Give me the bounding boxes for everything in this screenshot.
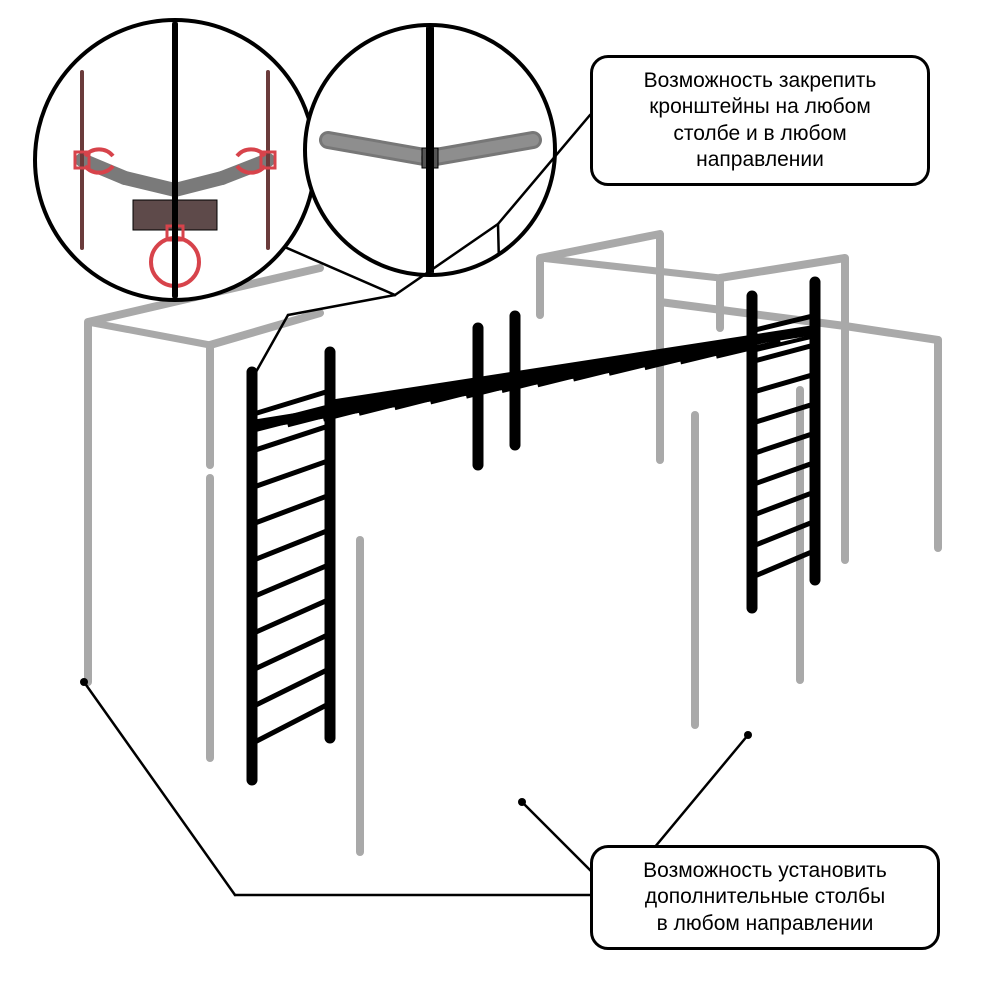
- callout-line: дополнительные столбы: [609, 884, 921, 910]
- callout-line: Возможность установить: [609, 858, 921, 884]
- callout-line: Возможность закрепить: [609, 68, 911, 94]
- callout-line: в любом направлении: [609, 911, 921, 937]
- callout-line: столбе и в любом: [609, 121, 911, 147]
- callout-line: кронштейны на любом: [609, 94, 911, 120]
- diagram-canvas: Возможность закрепитькронштейны на любом…: [0, 0, 1000, 1000]
- callout-line: направлении: [609, 147, 911, 173]
- callout-top: Возможность закрепитькронштейны на любом…: [590, 55, 930, 186]
- callout-bottom: Возможность установитьдополнительные сто…: [590, 845, 940, 950]
